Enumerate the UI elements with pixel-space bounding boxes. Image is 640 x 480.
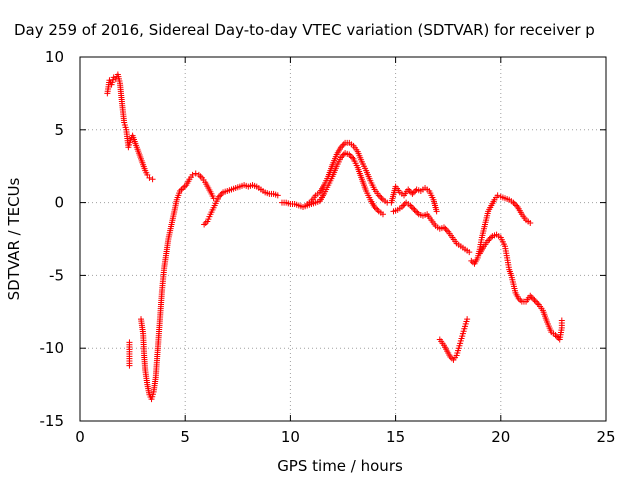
data-point <box>149 176 156 183</box>
data-point <box>510 199 517 206</box>
data-point <box>464 316 471 323</box>
data-point <box>337 154 344 161</box>
data-point <box>218 190 225 197</box>
data-point <box>377 193 384 200</box>
data-point <box>448 355 455 362</box>
data-point <box>442 225 449 232</box>
chart-title: Day 259 of 2016, Sidereal Day-to-day VTE… <box>14 21 595 39</box>
data-point <box>189 171 196 178</box>
data-point <box>337 144 344 151</box>
data-point <box>412 187 419 194</box>
data-point <box>197 173 204 180</box>
data-point <box>494 192 501 199</box>
data-point <box>378 195 385 202</box>
data-point <box>406 187 413 194</box>
y-tick-label: 10 <box>45 48 64 66</box>
data-point <box>349 154 356 161</box>
x-tick-label: 10 <box>281 428 300 446</box>
data-point <box>274 192 281 199</box>
data-point <box>202 219 209 226</box>
data-point <box>414 209 421 216</box>
data-point <box>215 193 222 200</box>
x-tick-label: 25 <box>596 428 615 446</box>
data-point <box>195 171 202 178</box>
data-point <box>407 202 414 209</box>
data-point <box>553 333 560 340</box>
data-point <box>532 298 539 305</box>
data-point <box>405 186 412 193</box>
data-point <box>408 203 415 210</box>
data-point <box>531 297 538 304</box>
data-point <box>398 203 405 210</box>
data-point <box>374 206 381 213</box>
y-tick-label: -5 <box>49 266 64 284</box>
data-point <box>511 201 518 208</box>
data-point <box>527 219 534 226</box>
data-point <box>210 195 217 202</box>
data-point <box>443 227 450 234</box>
x-tick-label: 0 <box>75 428 85 446</box>
axis-ticks: 0 5 10 15 20 25 -15 -10 -5 0 5 10 <box>40 48 616 446</box>
data-point <box>372 205 379 212</box>
data-point <box>527 292 534 299</box>
y-axis-label: SDTVAR / TECUs <box>5 177 23 300</box>
data-point <box>410 205 417 212</box>
data-point <box>412 208 419 215</box>
data-point <box>552 332 559 339</box>
data-point <box>468 257 475 264</box>
y-tick-label: 0 <box>54 194 64 212</box>
data-point <box>126 362 133 369</box>
data-point <box>340 141 347 148</box>
data-point <box>411 206 418 213</box>
data-point <box>513 202 520 209</box>
data-point <box>192 170 199 177</box>
data-point <box>339 153 346 160</box>
data-point <box>400 202 407 209</box>
data-point <box>346 151 353 158</box>
data-point <box>201 221 208 228</box>
data-point <box>433 208 440 215</box>
data-point <box>371 203 378 210</box>
data-point <box>486 236 493 242</box>
x-axis-label: GPS time / hours <box>277 457 403 475</box>
data-point <box>440 224 447 231</box>
plot-frame <box>79 56 607 422</box>
y-tick-label: 5 <box>54 121 64 139</box>
data-point <box>528 294 535 301</box>
data-point <box>466 249 473 256</box>
data-point <box>485 237 492 244</box>
x-tick-label: 5 <box>180 428 190 446</box>
data-point <box>410 189 417 196</box>
data-series <box>104 71 565 403</box>
data-point <box>217 192 224 199</box>
data-point <box>339 142 346 149</box>
x-tick-label: 20 <box>491 428 510 446</box>
y-tick-label: -15 <box>40 412 65 430</box>
data-point <box>534 300 541 307</box>
data-point <box>409 190 416 197</box>
data-point <box>558 317 565 324</box>
data-point <box>181 183 188 190</box>
data-point <box>146 174 153 181</box>
data-point <box>340 151 347 158</box>
data-point <box>379 211 386 218</box>
data-point <box>517 297 524 304</box>
grid <box>80 57 606 421</box>
y-tick-label: -10 <box>40 339 65 357</box>
data-point <box>487 234 494 241</box>
data-point <box>530 295 537 302</box>
data-point <box>347 153 354 160</box>
data-point <box>375 192 382 199</box>
x-tick-label: 15 <box>386 428 405 446</box>
